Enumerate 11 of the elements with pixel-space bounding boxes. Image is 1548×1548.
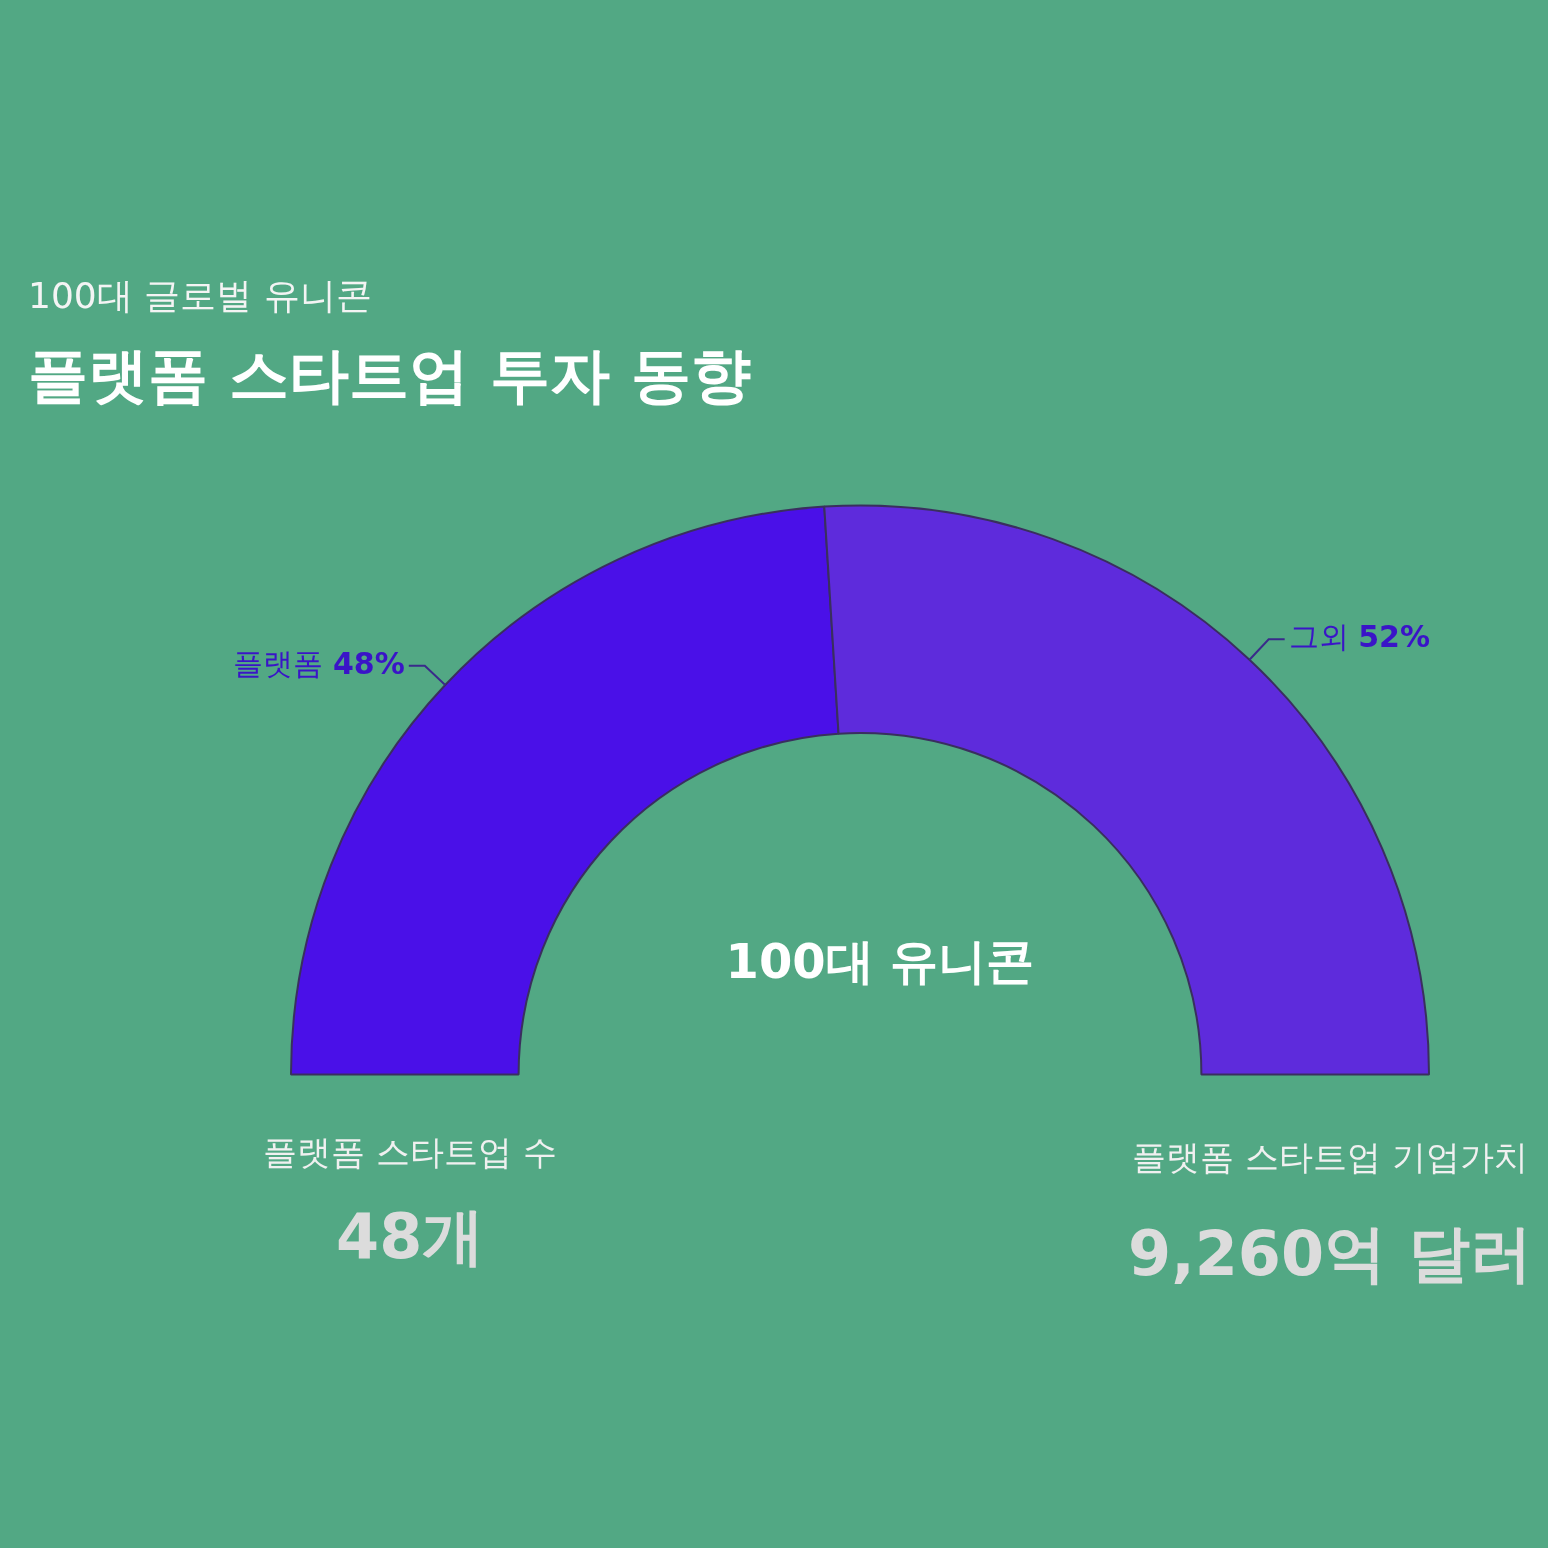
text: 9,260억 달러	[1128, 1216, 1532, 1292]
data-label: 52%	[1358, 619, 1431, 655]
text: 48개	[336, 1199, 485, 1275]
data-label: 48%	[332, 645, 405, 681]
text: 플랫폼 스타트업 기업가치	[1132, 1136, 1528, 1179]
slice-label: 플랫폼	[233, 645, 333, 681]
slice-label: 그외	[1288, 619, 1359, 655]
chart-subtitle: 100대 글로벌 유니콘	[28, 274, 372, 318]
chart-title: 플랫폼 스타트업 투자 동향	[28, 339, 751, 412]
text: 플랫폼 스타트업 수	[263, 1131, 557, 1174]
text: 100대 유니콘	[725, 932, 1035, 991]
